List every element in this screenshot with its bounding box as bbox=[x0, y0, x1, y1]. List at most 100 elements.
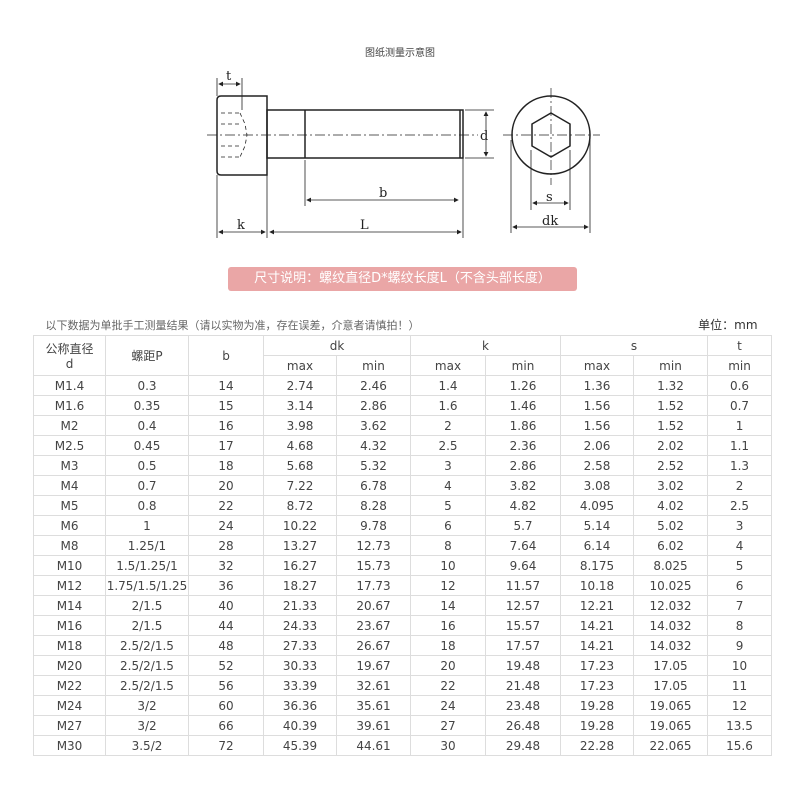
cell-d: M20 bbox=[33, 655, 106, 676]
measurement-note: 以下数据为单批手工测量结果（请以实物为准，存在误差，介意者请慎拍！） bbox=[33, 314, 634, 336]
table-row: M2 0.4 16 3.98 3.62 2 1.86 1.56 1.52 1 bbox=[33, 415, 773, 436]
cell-dk-max: 8.72 bbox=[263, 495, 337, 516]
cell-dk-max: 24.33 bbox=[263, 615, 337, 636]
cell-t-min: 1.3 bbox=[706, 455, 773, 476]
cell-k-min: 9.64 bbox=[485, 555, 561, 576]
table-row: M24 3/2 60 36.36 35.61 24 23.48 19.28 19.065 12 bbox=[33, 695, 773, 716]
cell-t-min: 9 bbox=[706, 635, 773, 656]
cell-pitch: 0.3 bbox=[105, 375, 189, 396]
cell-k-min: 17.57 bbox=[485, 635, 561, 656]
cell-s-min: 5.02 bbox=[633, 515, 708, 536]
table-row: M1.4 0.3 14 2.74 2.46 1.4 1.26 1.36 1.32 0.6 bbox=[33, 375, 773, 396]
cell-b: 36 bbox=[188, 575, 264, 596]
size-explanation-banner: 尺寸说明：螺纹直径D*螺纹长度L（不含头部长度） bbox=[228, 267, 577, 291]
cell-k-min: 15.57 bbox=[485, 615, 561, 636]
cell-pitch: 0.35 bbox=[105, 395, 189, 416]
cell-b: 22 bbox=[188, 495, 264, 516]
cell-d: M5 bbox=[33, 495, 106, 516]
cell-b: 72 bbox=[188, 735, 264, 756]
cell-k-max: 22 bbox=[410, 675, 486, 696]
cell-dk-max: 10.22 bbox=[263, 515, 337, 536]
cell-k-max: 4 bbox=[410, 475, 486, 496]
header-k-min: min bbox=[485, 355, 561, 376]
header-dk-max: max bbox=[263, 355, 337, 376]
cell-d: M16 bbox=[33, 615, 106, 636]
header-dk: dk bbox=[263, 335, 411, 356]
cell-t-min: 8 bbox=[706, 615, 773, 636]
cell-dk-min: 23.67 bbox=[336, 615, 411, 636]
cell-k-min: 2.86 bbox=[485, 455, 561, 476]
cell-k-max: 5 bbox=[410, 495, 486, 516]
cell-s-min: 3.02 bbox=[633, 475, 708, 496]
cell-t-min: 7 bbox=[706, 595, 773, 616]
cell-t-min: 13.5 bbox=[706, 715, 773, 736]
cell-dk-min: 12.73 bbox=[336, 535, 411, 556]
cell-t-min: 15.6 bbox=[706, 735, 773, 756]
cell-k-min: 1.86 bbox=[485, 415, 561, 436]
header-row-2: max min max min max min min bbox=[34, 355, 773, 376]
cell-dk-max: 13.27 bbox=[263, 535, 337, 556]
label-L: L bbox=[360, 218, 369, 233]
cell-dk-min: 26.67 bbox=[336, 635, 411, 656]
table-row: M6 1 24 10.22 9.78 6 5.7 5.14 5.02 3 bbox=[33, 515, 773, 536]
cell-b: 18 bbox=[188, 455, 264, 476]
cell-k-min: 1.46 bbox=[485, 395, 561, 416]
cell-d: M2.5 bbox=[33, 435, 106, 456]
side-view bbox=[216, 95, 464, 176]
cell-t-min: 2 bbox=[706, 475, 773, 496]
cell-k-min: 5.7 bbox=[485, 515, 561, 536]
cell-pitch: 1 bbox=[105, 515, 189, 536]
cell-k-max: 20 bbox=[410, 655, 486, 676]
diagram-title: 图纸测量示意图 bbox=[365, 48, 435, 59]
table-row: M14 2/1.5 40 21.33 20.67 14 12.57 12.21 12.032 7 bbox=[33, 595, 773, 616]
cell-k-min: 29.48 bbox=[485, 735, 561, 756]
cell-k-min: 1.26 bbox=[485, 375, 561, 396]
cell-k-max: 3 bbox=[410, 455, 486, 476]
cell-s-min: 2.02 bbox=[633, 435, 708, 456]
label-d: d bbox=[480, 129, 488, 144]
cell-dk-max: 45.39 bbox=[263, 735, 337, 756]
cell-b: 48 bbox=[188, 635, 264, 656]
dimension-lines bbox=[216, 78, 591, 238]
cell-dk-max: 36.36 bbox=[263, 695, 337, 716]
table-row: M22 2.5/2/1.5 56 33.39 32.61 22 21.48 17.23 17.0… bbox=[33, 675, 773, 696]
screw-measurement-drawing: t k L b d s dk bbox=[207, 69, 600, 238]
cell-t-min: 3 bbox=[706, 515, 773, 536]
cell-t-min: 1 bbox=[706, 415, 773, 436]
cell-s-min: 22.065 bbox=[633, 735, 708, 756]
cell-k-max: 30 bbox=[410, 735, 486, 756]
cell-s-max: 12.21 bbox=[560, 595, 634, 616]
cell-s-max: 14.21 bbox=[560, 635, 634, 656]
cell-pitch: 1.5/1.25/1 bbox=[105, 555, 189, 576]
cell-pitch: 0.8 bbox=[105, 495, 189, 516]
cell-d: M18 bbox=[33, 635, 106, 656]
cell-s-max: 17.23 bbox=[560, 655, 634, 676]
cell-s-max: 6.14 bbox=[560, 535, 634, 556]
cell-b: 52 bbox=[188, 655, 264, 676]
cell-d: M24 bbox=[33, 695, 106, 716]
cell-k-min: 11.57 bbox=[485, 575, 561, 596]
cell-dk-max: 16.27 bbox=[263, 555, 337, 576]
label-b: b bbox=[379, 186, 387, 201]
cell-s-max: 2.58 bbox=[560, 455, 634, 476]
cell-t-min: 0.7 bbox=[706, 395, 773, 416]
cell-t-min: 6 bbox=[706, 575, 773, 596]
header-d-line1: 公称直径 bbox=[45, 342, 94, 356]
cell-dk-max: 3.14 bbox=[263, 395, 337, 416]
cell-dk-min: 9.78 bbox=[336, 515, 411, 536]
cell-b: 66 bbox=[188, 715, 264, 736]
cell-s-max: 14.21 bbox=[560, 615, 634, 636]
cell-k-max: 1.4 bbox=[410, 375, 486, 396]
cell-dk-min: 15.73 bbox=[336, 555, 411, 576]
header-row-1: 公称直径 d 螺距P b dk k s t bbox=[33, 335, 773, 376]
cell-dk-max: 3.98 bbox=[263, 415, 337, 436]
cell-d: M1.4 bbox=[33, 375, 106, 396]
cell-k-max: 6 bbox=[410, 515, 486, 536]
cell-b: 40 bbox=[188, 595, 264, 616]
header-k-max: max bbox=[410, 355, 486, 376]
table-row: M16 2/1.5 44 24.33 23.67 16 15.57 14.21 14.032 8 bbox=[33, 615, 773, 636]
cell-s-max: 1.56 bbox=[560, 395, 634, 416]
header-t: t bbox=[706, 335, 773, 356]
cell-k-max: 18 bbox=[410, 635, 486, 656]
cell-s-max: 22.28 bbox=[560, 735, 634, 756]
